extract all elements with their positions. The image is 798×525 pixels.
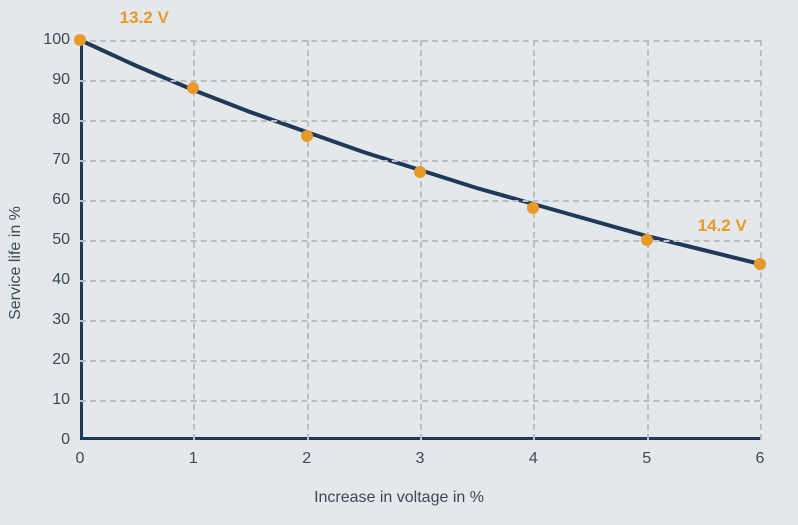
gridline-h bbox=[80, 320, 760, 322]
data-marker bbox=[414, 166, 426, 178]
y-tick-label: 10 bbox=[30, 391, 70, 409]
data-marker bbox=[74, 34, 86, 46]
plot-area: 0123456010203040506070809010013.2 V14.2 … bbox=[80, 40, 760, 440]
y-tick-label: 60 bbox=[30, 191, 70, 209]
y-tick-label: 20 bbox=[30, 351, 70, 369]
x-tick-label: 3 bbox=[416, 450, 425, 468]
gridline-h bbox=[80, 280, 760, 282]
data-marker bbox=[754, 258, 766, 270]
y-axis-label: Service life in % bbox=[7, 206, 25, 320]
y-tick-label: 70 bbox=[30, 151, 70, 169]
y-axis-label-wrap: Service life in % bbox=[6, 0, 26, 525]
x-tick-label: 1 bbox=[189, 450, 198, 468]
annotation: 13.2 V bbox=[120, 8, 169, 28]
gridline-h bbox=[80, 200, 760, 202]
y-tick-label: 50 bbox=[30, 231, 70, 249]
y-tick-label: 80 bbox=[30, 111, 70, 129]
x-tick-label: 2 bbox=[302, 450, 311, 468]
y-tick-label: 30 bbox=[30, 311, 70, 329]
y-tick-label: 90 bbox=[30, 71, 70, 89]
gridline-h bbox=[80, 360, 760, 362]
gridline-h bbox=[80, 40, 760, 42]
annotation: 14.2 V bbox=[698, 216, 747, 236]
gridline-h bbox=[80, 80, 760, 82]
y-tick-label: 0 bbox=[30, 431, 70, 449]
gridline-h bbox=[80, 400, 760, 402]
x-tick-label: 0 bbox=[76, 450, 85, 468]
gridline-v bbox=[760, 40, 762, 440]
x-tick-label: 5 bbox=[642, 450, 651, 468]
data-marker bbox=[641, 234, 653, 246]
y-tick-label: 100 bbox=[30, 31, 70, 49]
service-life-chart: Service life in % 0123456010203040506070… bbox=[0, 0, 798, 525]
gridline-h bbox=[80, 120, 760, 122]
x-tick-label: 4 bbox=[529, 450, 538, 468]
x-tick-label: 6 bbox=[756, 450, 765, 468]
y-tick-label: 40 bbox=[30, 271, 70, 289]
gridline-h bbox=[80, 160, 760, 162]
x-axis-label: Increase in voltage in % bbox=[0, 489, 798, 507]
gridline-h bbox=[80, 240, 760, 242]
data-marker bbox=[301, 130, 313, 142]
